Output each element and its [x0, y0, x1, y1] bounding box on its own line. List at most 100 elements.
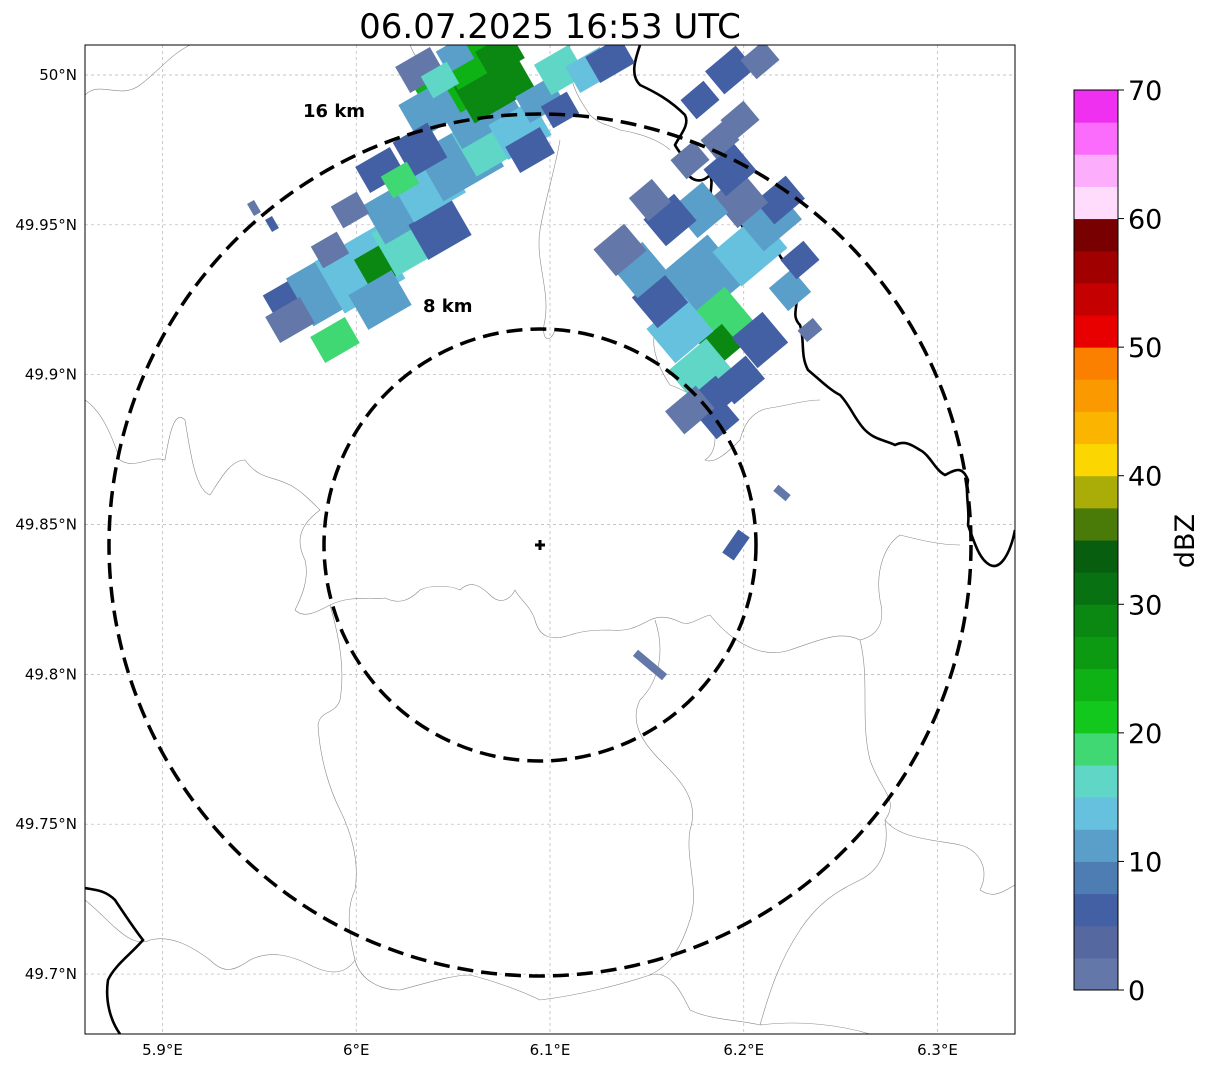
colorbar-tick-label: 0 [1128, 976, 1145, 1007]
echo-cell [475, 45, 525, 78]
colorbar-ticks: 0 10 20 30 40 50 60 70 [1118, 76, 1162, 1007]
colorbar-band [1074, 957, 1118, 991]
colorbar-band [1074, 443, 1118, 477]
range-ring-8km [322, 327, 758, 763]
ring-label-8km: 8 km [423, 296, 473, 317]
colorbar-band [1074, 893, 1118, 927]
border-line [329, 584, 711, 639]
range-ring-16km [107, 112, 973, 978]
echo-cell [705, 45, 755, 95]
colorbar-band [1074, 765, 1118, 798]
lat-tick-label: 50°N [39, 66, 77, 84]
lat-tick-label: 49.95°N [15, 216, 77, 234]
echo-cell [380, 161, 420, 199]
colorbar-band [1074, 475, 1118, 509]
echo-cell [731, 311, 789, 369]
echo-cell [505, 127, 555, 173]
echo-cell [265, 297, 315, 343]
lat-tick-label: 49.85°N [15, 516, 77, 534]
echo-cell [670, 140, 710, 180]
colorbar-frame [1073, 89, 1119, 991]
echo-cell [680, 80, 720, 120]
echo-cell [703, 143, 757, 197]
echo-cell [310, 317, 360, 363]
echo-cell [310, 231, 350, 269]
colorbar-band [1074, 411, 1118, 445]
colorbar-band [1074, 250, 1118, 284]
colorbar-tick-label: 40 [1128, 462, 1162, 493]
echo-cell [533, 45, 587, 96]
lon-tick-label: 6.1°E [530, 1041, 571, 1059]
map-panel: 16 km 8 km [84, 44, 1016, 1035]
lat-tick-label: 49.8°N [25, 665, 77, 683]
echo-cell [715, 355, 765, 405]
echo-cell [330, 191, 370, 229]
municipal-borders [85, 45, 1015, 1034]
border-line [635, 619, 694, 976]
colorbar-bands [1074, 90, 1118, 991]
echo-cell [585, 45, 635, 83]
ring-label-16km: 16 km [303, 101, 365, 122]
echo-cell [722, 529, 750, 561]
echo-cell [700, 400, 740, 440]
colorbar-band [1074, 154, 1118, 187]
colorbar-band [1074, 797, 1118, 830]
echo-cell [768, 268, 812, 312]
lon-tick-label: 6.3°E [917, 1041, 958, 1059]
echo-cell [593, 223, 647, 277]
border-line [317, 604, 541, 1001]
colorbar-band [1074, 732, 1118, 766]
border-line [568, 45, 671, 151]
echo-cell [355, 147, 405, 193]
lat-tick-label: 49.75°N [15, 815, 77, 833]
border-line [539, 973, 871, 1034]
echo-cell [348, 270, 412, 330]
echo-cell [628, 178, 672, 222]
country-border-line [85, 886, 145, 1034]
lat-tick-label: 49.9°N [25, 366, 77, 384]
echo-cell [755, 175, 805, 225]
colorbar-band [1074, 572, 1118, 605]
colorbar-label: dBZ [1170, 514, 1201, 568]
echo-cell [773, 484, 791, 502]
echo-cell [265, 215, 279, 233]
colorbar: 0 10 20 30 40 50 60 70 dBZ [1073, 76, 1201, 1007]
axis-tick-labels: 5.9°E 6°E 6.1°E 6.2°E 6.3°E 50°N 49.95°N 49.9°N… [15, 66, 958, 1059]
echo-cell [646, 296, 714, 364]
colorbar-band [1074, 379, 1118, 412]
colorbar-tick-label: 60 [1128, 205, 1162, 236]
border-line [538, 139, 561, 340]
colorbar-band [1074, 604, 1118, 637]
colorbar-band [1074, 218, 1118, 252]
radar-site-marker [535, 540, 545, 550]
colorbar-band [1074, 347, 1118, 380]
colorbar-tick-label: 30 [1128, 590, 1162, 621]
colorbar-band [1074, 668, 1118, 702]
echo-cell [665, 385, 715, 435]
colorbar-band [1074, 507, 1118, 541]
colorbar-band [1074, 829, 1118, 862]
echo-cell [395, 47, 445, 93]
colorbar-band [1074, 122, 1118, 155]
colorbar-band [1074, 636, 1118, 670]
colorbar-band [1074, 861, 1118, 895]
lon-tick-label: 6°E [343, 1041, 370, 1059]
lon-tick-label: 6.2°E [723, 1041, 764, 1059]
colorbar-band [1074, 90, 1118, 123]
colorbar-tick-label: 50 [1128, 333, 1162, 364]
lon-tick-label: 5.9°E [142, 1041, 183, 1059]
echo-cell [643, 193, 697, 247]
colorbar-band [1074, 282, 1118, 316]
colorbar-band [1074, 925, 1118, 959]
echo-cell [398, 80, 462, 140]
border-line [709, 534, 961, 653]
border-line [859, 639, 1015, 895]
border-line [85, 899, 356, 973]
echo-cell [408, 200, 472, 260]
echo-cell [797, 317, 823, 343]
colorbar-tick-label: 20 [1128, 719, 1162, 750]
range-rings [107, 112, 973, 978]
colorbar-band [1074, 540, 1118, 573]
figure-title: 06.07.2025 16:53 UTC [359, 7, 741, 47]
